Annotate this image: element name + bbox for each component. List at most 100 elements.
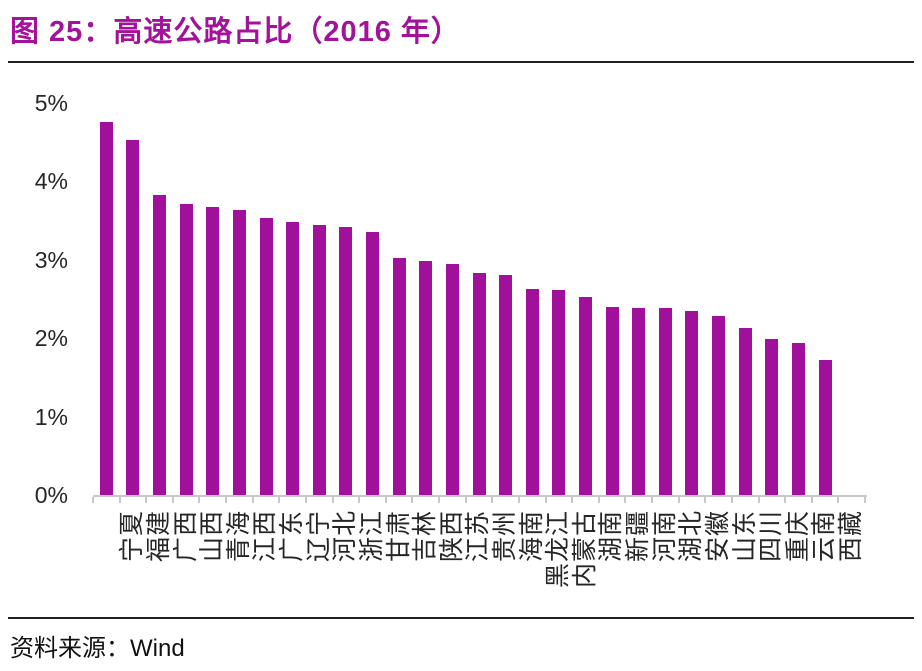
bar-辽宁 — [286, 222, 300, 495]
bar-湖南 — [578, 296, 592, 495]
figure-title: 图 25：高速公路占比（2016 年） — [10, 16, 461, 48]
y-tick-label: 1% — [34, 403, 68, 430]
x-category-label: 陕西 — [437, 510, 466, 563]
axis-tick — [704, 497, 707, 503]
axis-tick — [92, 497, 94, 503]
axis-tick — [571, 497, 574, 503]
axis-tick — [677, 497, 680, 503]
y-tick-label: 4% — [34, 168, 68, 195]
x-category-label: 浙江 — [357, 510, 386, 563]
axis-tick — [198, 497, 201, 503]
bar-新疆 — [605, 306, 619, 495]
x-category-label: 安徽 — [703, 510, 732, 563]
y-tick-label: 5% — [34, 90, 68, 116]
x-category-label: 山东 — [730, 510, 759, 563]
x-category-label: 四川 — [757, 510, 786, 563]
axis-tick — [784, 497, 787, 503]
bar-重庆 — [765, 338, 779, 495]
x-category-label: 甘肃 — [384, 510, 413, 563]
axis-tick — [730, 497, 733, 503]
bar-河南 — [632, 307, 646, 495]
x-category-label: 广西 — [171, 510, 200, 563]
x-category-label: 江苏 — [464, 510, 493, 563]
title-separator-line — [8, 61, 914, 63]
x-category-label: 福建 — [144, 510, 173, 563]
x-category-label: 山西 — [198, 510, 227, 563]
bar-安徽 — [685, 310, 699, 495]
bar-黑龙江 — [525, 288, 539, 495]
axis-tick — [225, 497, 228, 503]
axis-tick — [517, 497, 520, 503]
axis-tick — [597, 497, 600, 503]
source-line: 资料来源：Wind — [10, 628, 185, 663]
x-category-label: 新疆 — [624, 510, 653, 563]
bar-山东 — [712, 316, 726, 495]
bar-云南 — [791, 342, 805, 495]
axis-tick — [624, 497, 627, 503]
x-category-label: 湖南 — [597, 510, 626, 563]
axis-tick — [438, 497, 441, 503]
x-category-label: 重庆 — [783, 510, 812, 563]
x-category-label: 内蒙古 — [570, 510, 599, 589]
bar-吉林 — [392, 258, 406, 495]
bar-湖北 — [658, 307, 672, 495]
x-category-label: 贵州 — [491, 510, 519, 563]
axis-tick — [810, 497, 813, 503]
axis-tick — [757, 497, 760, 503]
x-category-label: 青海 — [224, 510, 253, 563]
bar-陕西 — [419, 260, 433, 495]
x-category-label: 海南 — [517, 510, 546, 563]
axis-tick — [464, 497, 467, 503]
axis-tick — [411, 497, 414, 503]
axis-tick — [304, 497, 307, 503]
bar-宁夏 — [99, 121, 113, 495]
axis-tick — [145, 497, 148, 503]
x-category-label: 西藏 — [837, 510, 866, 563]
bar-广西 — [153, 194, 167, 495]
plot-area — [93, 103, 865, 495]
axis-tick — [491, 497, 494, 503]
bar-贵州 — [472, 273, 486, 495]
x-category-label: 宁夏 — [118, 510, 147, 563]
bar-广东 — [259, 218, 273, 495]
y-tick-label: 0% — [34, 482, 68, 508]
x-axis-line — [93, 495, 867, 497]
bar-内蒙古 — [552, 290, 566, 495]
axis-tick — [544, 497, 547, 503]
bar-福建 — [126, 139, 140, 495]
bar-河北 — [312, 224, 326, 495]
source-label: 资料来源： — [10, 634, 130, 662]
x-category-label: 吉林 — [411, 510, 440, 563]
x-category-label: 湖北 — [677, 510, 706, 563]
axis-tick — [118, 497, 121, 503]
x-category-label: 辽宁 — [304, 510, 333, 563]
bar-四川 — [738, 328, 752, 495]
axis-tick — [171, 497, 174, 503]
axis-tick — [384, 497, 387, 503]
bar-甘肃 — [366, 231, 380, 495]
axis-tick — [251, 497, 254, 503]
y-tick-label: 2% — [34, 325, 68, 352]
axis-tick — [651, 497, 654, 503]
axis-tick — [358, 497, 361, 503]
bar-山西 — [179, 204, 193, 495]
x-category-label: 江西 — [251, 510, 280, 563]
axis-tick — [278, 497, 281, 503]
x-category-label: 黑龙江 — [544, 510, 573, 589]
bar-江西 — [232, 209, 246, 495]
source-value: Wind — [130, 635, 185, 662]
axis-tick — [837, 497, 840, 503]
axis-tick — [864, 497, 866, 503]
bar-江苏 — [445, 263, 459, 495]
bar-西藏 — [818, 360, 832, 495]
axis-tick — [331, 497, 334, 503]
x-category-label: 河北 — [331, 510, 360, 563]
y-tick-label: 3% — [34, 246, 68, 273]
source-separator-line — [8, 617, 914, 619]
bar-青海 — [206, 207, 220, 495]
bar-浙江 — [339, 226, 353, 495]
x-category-label: 云南 — [810, 510, 839, 563]
bar-海南 — [499, 275, 513, 495]
x-category-label: 河南 — [650, 510, 679, 563]
x-category-label: 广东 — [278, 510, 307, 563]
